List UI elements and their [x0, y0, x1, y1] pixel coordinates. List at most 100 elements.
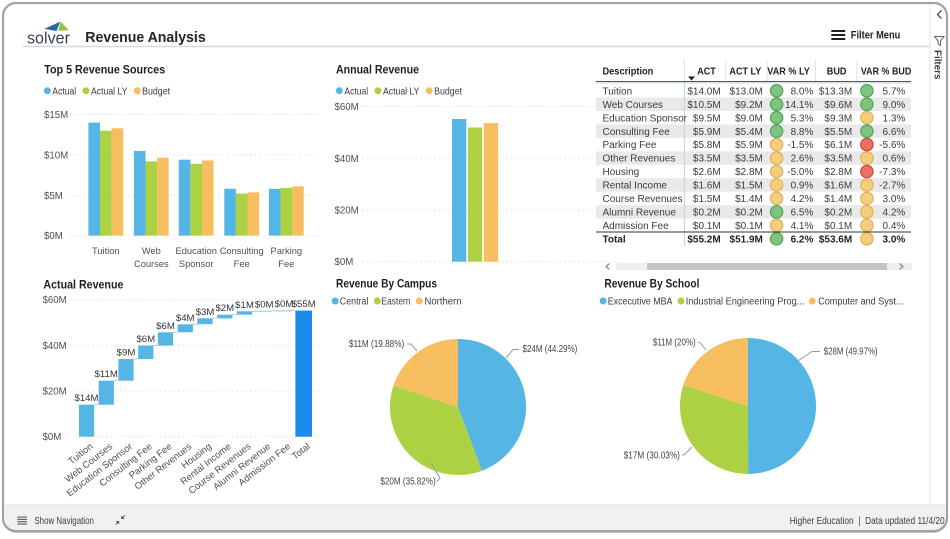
svg-text:$2.6M: $2.6M — [693, 167, 721, 178]
svg-text:$5.8M: $5.8M — [693, 140, 721, 151]
svg-text:-1.5%: -1.5% — [787, 140, 813, 151]
svg-text:14.1%: 14.1% — [785, 100, 813, 111]
svg-text:$60M: $60M — [335, 102, 359, 113]
svg-text:4.2%: 4.2% — [791, 194, 814, 205]
svg-text:$28M (49.97%): $28M (49.97%) — [824, 347, 878, 358]
svg-text:Industrial Engineering Prog...: Industrial Engineering Prog... — [686, 297, 805, 308]
svg-text:Computer and Syst...: Computer and Syst... — [818, 297, 903, 308]
svg-text:Other Revenues: Other Revenues — [603, 154, 676, 165]
svg-text:$40M: $40M — [335, 154, 359, 165]
svg-text:$3.5M: $3.5M — [693, 154, 721, 165]
svg-text:Housing: Housing — [603, 167, 640, 178]
svg-text:$24M (44.29%): $24M (44.29%) — [523, 344, 578, 355]
svg-text:Course Revenues: Course Revenues — [603, 194, 683, 205]
svg-text:5.7%: 5.7% — [883, 86, 906, 97]
svg-text:Budget: Budget — [434, 86, 462, 97]
svg-text:solver: solver — [27, 29, 70, 48]
svg-text:Consulting Fee: Consulting Fee — [603, 127, 671, 138]
svg-text:Revenue By School: Revenue By School — [604, 277, 699, 291]
svg-text:6.6%: 6.6% — [883, 127, 906, 138]
svg-text:$11M (20%): $11M (20%) — [653, 338, 696, 349]
svg-text:$0.1M: $0.1M — [735, 221, 763, 232]
svg-text:Fee: Fee — [278, 259, 294, 269]
svg-text:Admission Fee: Admission Fee — [603, 221, 670, 232]
svg-text:Education: Education — [176, 246, 217, 256]
svg-text:Top 5 Revenue Sources: Top 5 Revenue Sources — [44, 63, 165, 77]
svg-text:$10.5M: $10.5M — [687, 100, 720, 111]
svg-text:6.2%: 6.2% — [791, 234, 814, 245]
svg-text:3.0%: 3.0% — [883, 234, 906, 245]
svg-text:$11M (19.88%): $11M (19.88%) — [349, 339, 404, 350]
svg-text:0.4%: 0.4% — [883, 221, 906, 232]
svg-text:5.3%: 5.3% — [791, 113, 814, 124]
svg-text:$55M: $55M — [292, 299, 316, 310]
svg-text:$1M: $1M — [235, 300, 254, 311]
svg-text:Revenue By Campus: Revenue By Campus — [336, 277, 437, 291]
svg-text:$17M (30.03%): $17M (30.03%) — [624, 451, 680, 462]
svg-text:Higher Education | Data upda: Higher Education | Data updated 11/4/20 — [790, 515, 945, 527]
svg-text:$10M: $10M — [44, 150, 68, 161]
svg-text:Web: Web — [142, 246, 161, 256]
svg-text:3.0%: 3.0% — [883, 194, 906, 205]
svg-text:2.6%: 2.6% — [791, 154, 814, 165]
svg-text:Fee: Fee — [234, 259, 250, 269]
svg-text:Filters: Filters — [932, 50, 943, 80]
svg-text:$9.6M: $9.6M — [824, 100, 852, 111]
svg-text:4.2%: 4.2% — [883, 208, 906, 219]
svg-text:Consulting: Consulting — [220, 246, 264, 256]
svg-text:Excecutive MBA: Excecutive MBA — [608, 297, 673, 308]
svg-text:$0.2M: $0.2M — [735, 208, 763, 219]
svg-text:Courses: Courses — [134, 259, 169, 269]
svg-text:$0M: $0M — [43, 432, 62, 443]
svg-text:4.1%: 4.1% — [791, 221, 814, 232]
svg-text:$0.2M: $0.2M — [693, 208, 721, 219]
svg-text:$60M: $60M — [43, 295, 67, 306]
svg-text:-7.3%: -7.3% — [879, 167, 905, 178]
svg-text:Parking: Parking — [271, 246, 303, 256]
svg-text:Show Navigation: Show Navigation — [34, 515, 94, 527]
svg-text:Annual Revenue: Annual Revenue — [336, 63, 419, 77]
svg-text:$0.1M: $0.1M — [693, 221, 721, 232]
svg-text:$1.4M: $1.4M — [735, 194, 763, 205]
svg-text:1.3%: 1.3% — [883, 113, 906, 124]
svg-text:$5.4M: $5.4M — [735, 127, 763, 138]
svg-text:$20M (35.82%): $20M (35.82%) — [380, 477, 435, 488]
svg-text:$0.2M: $0.2M — [824, 208, 852, 219]
svg-text:$0M: $0M — [275, 299, 294, 310]
svg-text:$0M: $0M — [255, 299, 274, 310]
svg-text:$5.9M: $5.9M — [693, 127, 721, 138]
svg-text:-5.6%: -5.6% — [879, 140, 905, 151]
svg-text:$1.6M: $1.6M — [693, 181, 721, 192]
svg-text:$20M: $20M — [335, 206, 359, 217]
svg-text:9.0%: 9.0% — [883, 100, 906, 111]
svg-text:$6.1M: $6.1M — [824, 140, 852, 151]
svg-text:Web Courses: Web Courses — [603, 100, 663, 111]
svg-text:$1.6M: $1.6M — [824, 181, 852, 192]
svg-text:$5.9M: $5.9M — [735, 140, 763, 151]
svg-text:$14M: $14M — [75, 393, 99, 404]
svg-text:Description: Description — [603, 66, 654, 78]
svg-text:Rental Income: Rental Income — [603, 181, 668, 192]
svg-text:Eastern: Eastern — [382, 297, 411, 308]
svg-text:Total: Total — [603, 234, 626, 245]
svg-text:ACT LY: ACT LY — [729, 66, 761, 78]
svg-text:Actual: Actual — [344, 86, 368, 97]
svg-text:$9.5M: $9.5M — [693, 113, 721, 124]
svg-text:Tuition: Tuition — [92, 246, 120, 256]
svg-text:$9M: $9M — [117, 348, 136, 359]
svg-text:$4M: $4M — [176, 313, 195, 324]
svg-text:Sponsor: Sponsor — [179, 259, 214, 269]
svg-text:$6M: $6M — [136, 334, 155, 345]
svg-text:$11M: $11M — [95, 369, 118, 380]
svg-text:$20M: $20M — [43, 387, 67, 398]
svg-text:ACT: ACT — [697, 66, 716, 78]
svg-text:$3M: $3M — [196, 307, 215, 318]
svg-text:$55.2M: $55.2M — [687, 234, 720, 245]
svg-text:BUD: BUD — [827, 66, 847, 78]
svg-text:$9.2M: $9.2M — [735, 100, 763, 111]
svg-text:Actual LY: Actual LY — [91, 86, 128, 97]
svg-text:8.0%: 8.0% — [791, 86, 814, 97]
svg-text:$0.1M: $0.1M — [824, 221, 852, 232]
svg-text:$3.5M: $3.5M — [824, 154, 852, 165]
svg-text:$5M: $5M — [44, 191, 63, 202]
